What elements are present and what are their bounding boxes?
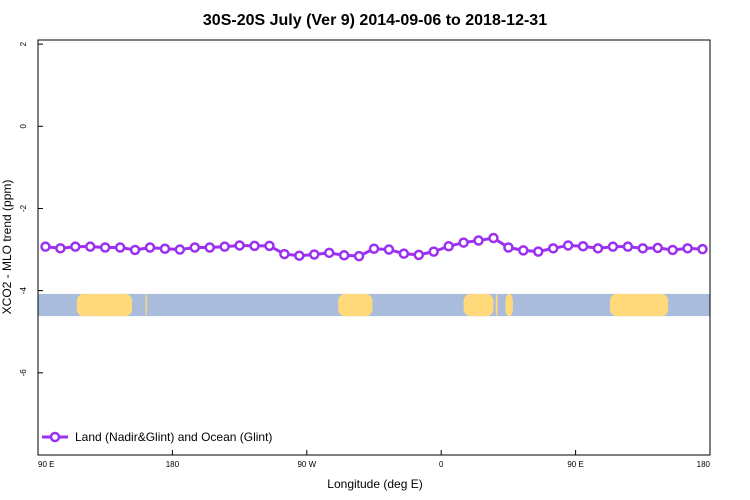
data-point xyxy=(323,247,335,259)
data-point xyxy=(189,242,201,253)
data-point xyxy=(652,242,663,254)
data-point xyxy=(667,244,678,256)
legend: Land (Nadir&Glint) and Ocean (Glint) xyxy=(42,430,272,444)
data-point xyxy=(577,241,589,252)
y-axis-label: XCO2 - MLO trend (ppm) xyxy=(0,180,14,315)
data-point xyxy=(99,242,111,253)
data-point xyxy=(159,243,171,254)
data-point xyxy=(234,240,245,251)
y-tick-label: -6 xyxy=(19,369,28,377)
data-point xyxy=(428,246,439,257)
data-point xyxy=(219,241,230,252)
y-tick-label: -2 xyxy=(19,204,28,212)
data-point xyxy=(697,243,708,255)
x-tick-label: 90 E xyxy=(38,460,54,469)
chart-title: 30S-20S July (Ver 9) 2014-09-06 to 2018-… xyxy=(203,12,547,29)
data-point xyxy=(547,243,559,254)
land-region xyxy=(609,293,669,317)
data-point xyxy=(70,241,81,252)
legend-label: Land (Nadir&Glint) and Ocean (Glint) xyxy=(75,430,272,444)
data-point xyxy=(637,243,649,254)
data-point xyxy=(353,250,365,262)
data-point xyxy=(85,241,96,252)
data-point xyxy=(458,237,469,248)
data-point xyxy=(503,242,514,253)
data-point xyxy=(383,244,395,255)
data-point xyxy=(204,242,215,253)
land-region xyxy=(463,293,494,317)
data-point xyxy=(622,241,634,252)
data-point xyxy=(592,243,604,254)
y-tick-label: 0 xyxy=(19,124,28,129)
land-region xyxy=(505,293,513,317)
data-point xyxy=(607,241,619,252)
data-point xyxy=(562,240,574,251)
data-point xyxy=(309,249,320,260)
data-point xyxy=(413,249,425,261)
x-tick-label: 0 xyxy=(439,460,444,469)
y-tick-label: -4 xyxy=(19,287,28,295)
land-region xyxy=(495,293,498,317)
data-point xyxy=(488,232,499,244)
series-layer xyxy=(40,232,708,262)
x-tick-label: 90 E xyxy=(567,460,583,469)
data-point xyxy=(398,248,410,259)
data-point xyxy=(55,243,66,254)
legend-marker-swatch xyxy=(49,431,61,443)
data-point xyxy=(682,243,693,254)
data-point xyxy=(443,241,454,252)
data-point xyxy=(473,235,484,246)
data-point xyxy=(249,240,260,252)
land-ocean-map-strip xyxy=(38,293,710,317)
data-point xyxy=(114,242,126,253)
data-point xyxy=(338,250,350,261)
ocean-band xyxy=(38,293,710,317)
y-tick-label: 2 xyxy=(19,41,28,46)
y-axis: 2 0 -2 -4 -6 xyxy=(19,41,43,376)
x-tick-label: 180 xyxy=(697,460,711,469)
x-tick-label: 180 xyxy=(166,460,180,469)
data-point xyxy=(144,242,156,253)
data-point xyxy=(533,246,544,257)
data-point xyxy=(264,240,275,252)
data-point xyxy=(174,244,186,255)
data-point xyxy=(518,245,529,256)
data-point xyxy=(294,250,305,261)
plot-frame xyxy=(37,39,711,456)
x-axis: 90 E 180 90 W 0 90 E 180 xyxy=(37,450,711,469)
x-tick-label: 90 W xyxy=(297,460,316,469)
land-region xyxy=(145,293,148,317)
data-point xyxy=(129,244,141,256)
land-region xyxy=(76,293,133,317)
data-point xyxy=(279,248,290,260)
land-region xyxy=(338,293,373,317)
data-point xyxy=(368,243,380,254)
data-point xyxy=(40,241,51,252)
x-axis-label: Longitude (deg E) xyxy=(327,477,422,491)
